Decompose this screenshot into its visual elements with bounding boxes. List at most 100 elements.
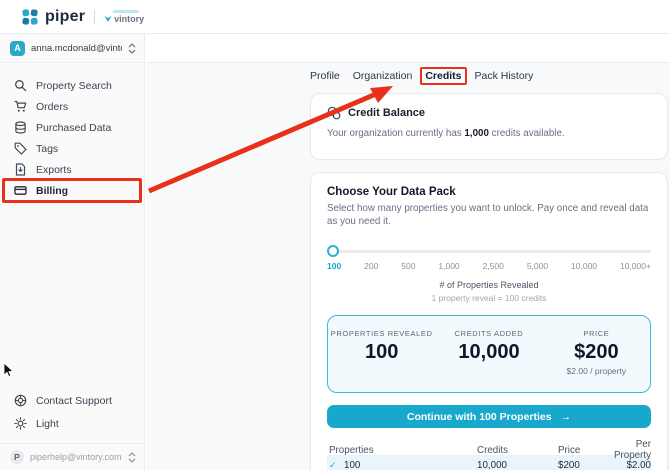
avatar: P [10,450,24,464]
arrow-right-icon: → [560,410,572,423]
database-icon [15,121,26,134]
cell-properties: 100 [344,460,361,470]
col-header-credits: Credits [477,444,509,456]
tab-organization[interactable]: Organization [352,70,413,82]
sidebar-item-label: Exports [36,163,72,176]
cell-credits: 10,000 [477,460,507,470]
sidebar-nav: Property Search Orders Purchased Data [0,63,144,203]
col-header-price: Price [558,444,581,456]
slider-track[interactable] [327,250,651,254]
slider-handle[interactable] [327,245,339,258]
summary-label: PROPERTIES REVEALED [330,329,433,339]
support-account-email: piperhelp@vintory.com [30,452,122,462]
price-per-property-note: $2.00 / property [566,366,627,377]
top-bar: piper vintory [0,0,670,34]
continue-button[interactable]: Continue with 100 Properties → [327,405,651,429]
search-icon [15,80,27,92]
support-account-switcher[interactable]: P piperhelp@vintory.com [0,443,144,470]
slider-tick[interactable]: 10,000+ [619,261,651,272]
data-pack-title: Choose Your Data Pack [327,186,456,198]
tab-credits-label: Credits [425,70,462,82]
slider-tick[interactable]: 10,000 [571,261,598,272]
tab-credits[interactable]: Credits [420,67,467,85]
sidebar-footer: Contact Support Light P piperhelp@vintor… [0,389,144,470]
piper-logo-icon [22,8,38,25]
slider-tick[interactable]: 1,000 [438,261,460,272]
cell-per-property: $2.00 [626,460,651,470]
logo-divider [94,9,96,24]
vintory-logo-icon [104,15,112,22]
sub-brand-name: vintory [114,13,145,24]
slider-tick[interactable]: 500 [401,261,416,272]
slider-tick[interactable]: 2,500 [482,261,504,272]
credit-amount: 1,000 [464,128,489,139]
sidebar-item-exports[interactable]: Exports [0,159,144,180]
chevron-updown-icon [128,42,136,54]
col-header-per-property: Per Property [613,439,651,462]
sidebar-item-property-search[interactable]: Property Search [0,75,144,96]
summary-credits: CREDITS ADDED 10,000 [435,329,542,364]
account-switcher[interactable]: A anna.mcdonald@vinto... [0,34,144,63]
pricing-table: Properties Credits Price Per Property ✓ … [327,439,651,470]
sun-icon [14,417,27,430]
table-row[interactable]: ✓ 100 10,000 $200 $2.00 [327,455,651,470]
summary-value: $200 [574,341,619,364]
sidebar-item-orders[interactable]: Orders [0,96,144,117]
continue-button-label: Continue with 100 Properties [406,410,552,423]
contact-support-label: Contact Support [36,394,112,407]
slider-tick[interactable]: 100 [327,261,342,272]
balance-text-suffix: credits available. [488,128,565,139]
main-content: Profile Organization Credits Pack Histor… [146,34,670,470]
cell-price: $200 [558,460,580,470]
theme-toggle-light[interactable]: Light [0,412,144,435]
avatar: A [10,40,25,56]
slider-tick[interactable]: 5,000 [526,261,549,272]
chevron-updown-icon [128,451,136,463]
balance-text-prefix: Your organization currently has [327,128,465,139]
slider-tick[interactable]: 200 [364,261,379,272]
summary-value: 10,000 [458,341,520,364]
credit-balance-title: Credit Balance [348,107,426,119]
coins-icon [327,106,341,120]
summary-label: CREDITS ADDED [454,329,524,339]
credit-balance-text: Your organization currently has 1,000 cr… [327,128,651,139]
summary-price: PRICE $200 $2.00 / property [543,329,650,376]
conversion-note: 1 property reveal = 100 credits [431,293,547,304]
sub-brand: vintory [104,9,145,24]
tab-pack-history[interactable]: Pack History [474,70,534,82]
summary-value: 100 [364,341,399,364]
data-pack-description: Select how many properties you want to u… [327,203,649,227]
brand-name: piper [45,7,86,25]
help-lifebuoy-icon [14,394,27,407]
powered-by-micro-text [113,9,140,13]
cart-icon [14,100,27,112]
tab-profile[interactable]: Profile [310,70,340,82]
sidebar-item-purchased-data[interactable]: Purchased Data [0,117,144,138]
sidebar-item-billing[interactable]: Billing [0,178,144,203]
credit-balance-card: Credit Balance Your organization current… [310,93,668,160]
data-pack-card: Choose Your Data Pack Select how many pr… [310,172,668,470]
check-icon: ✓ [329,460,337,470]
app-logo: piper vintory [22,8,144,26]
export-file-icon [15,163,26,176]
tag-icon [14,142,27,155]
sidebar-item-label: Tags [36,142,59,155]
account-email: anna.mcdonald@vinto... [31,42,122,54]
contact-support-button[interactable]: Contact Support [0,389,144,412]
mouse-cursor [3,362,14,378]
col-header-properties: Properties [329,444,374,456]
sidebar-item-tags[interactable]: Tags [0,138,144,159]
sidebar-item-label: Property Search [36,79,112,92]
tab-bar: Profile Organization Credits Pack Histor… [310,67,533,85]
credit-card-icon [14,186,27,195]
sidebar: A anna.mcdonald@vinto... Property Search… [0,34,145,470]
sidebar-item-label: Purchased Data [36,121,112,134]
slider-tick-labels: 100 200 500 1,000 2,500 5,000 10,000 10,… [327,261,651,271]
sidebar-item-label: Billing [36,184,69,197]
pack-summary-box: PROPERTIES REVEALED 100 CREDITS ADDED 10… [327,315,651,394]
properties-slider[interactable] [327,245,651,258]
sidebar-item-label: Orders [36,100,69,113]
light-label: Light [36,417,59,430]
slider-axis-label: # of Properties Revealed [439,280,539,291]
summary-properties: PROPERTIES REVEALED 100 [328,329,435,364]
